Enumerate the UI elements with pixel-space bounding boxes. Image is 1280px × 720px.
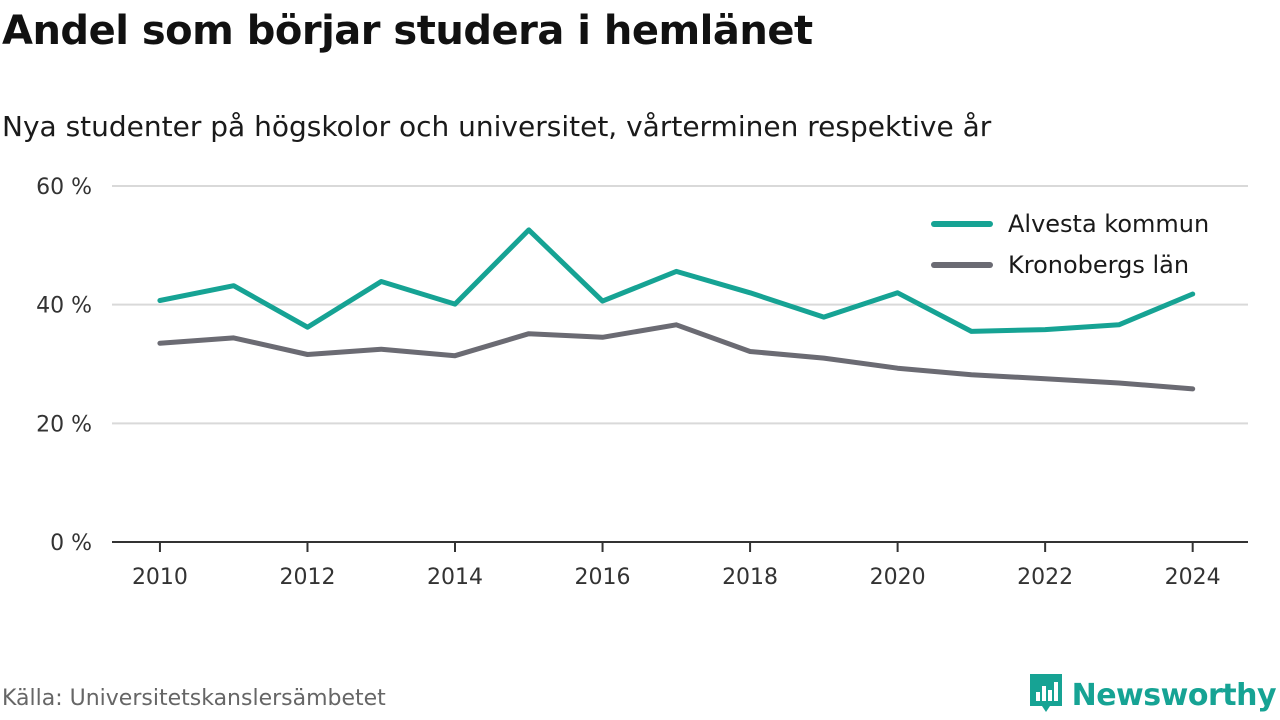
x-tick-label: 2010: [132, 565, 188, 590]
x-tick-label: 2024: [1165, 565, 1221, 590]
brand-name: Newsworthy: [1071, 677, 1277, 713]
brand-logo: Newsworthy: [1028, 672, 1277, 718]
y-tick-label: 40 %: [36, 294, 92, 319]
x-tick-label: 2012: [279, 565, 335, 590]
newsworthy-logo-icon: [1028, 672, 1064, 718]
legend-label: Kronobergs län: [1008, 251, 1189, 279]
x-axis: [112, 541, 1248, 552]
series-line-alvesta: [157, 227, 1196, 334]
x-tick-label: 2020: [870, 565, 926, 590]
x-tick-label: 2018: [722, 565, 778, 590]
chart-subtitle: Nya studenter på högskolor och universit…: [2, 110, 992, 143]
x-tick-label: 2014: [427, 565, 483, 590]
legend-label: Alvesta kommun: [1008, 210, 1209, 238]
chart-title: Andel som börjar studera i hemlänet: [2, 8, 813, 54]
source-note: Källa: Universitetskanslersämbetet: [2, 686, 386, 711]
legend: Alvesta kommun Kronobergs län: [931, 210, 1209, 279]
series-lines: [157, 227, 1196, 392]
series-line-kronoberg: [157, 322, 1196, 392]
grid-lines: [112, 185, 1248, 425]
y-axis-tick-labels: 0 % 20 % 40 % 60 %: [36, 175, 92, 556]
y-tick-label: 20 %: [36, 412, 92, 437]
y-tick-label: 60 %: [36, 175, 92, 200]
x-tick-label: 2022: [1017, 565, 1073, 590]
y-tick-label: 0 %: [50, 531, 92, 556]
x-tick-label: 2016: [575, 565, 631, 590]
x-axis-tick-labels: 2010 2012 2014 2016 2018 2020 2022 2024: [132, 565, 1221, 590]
